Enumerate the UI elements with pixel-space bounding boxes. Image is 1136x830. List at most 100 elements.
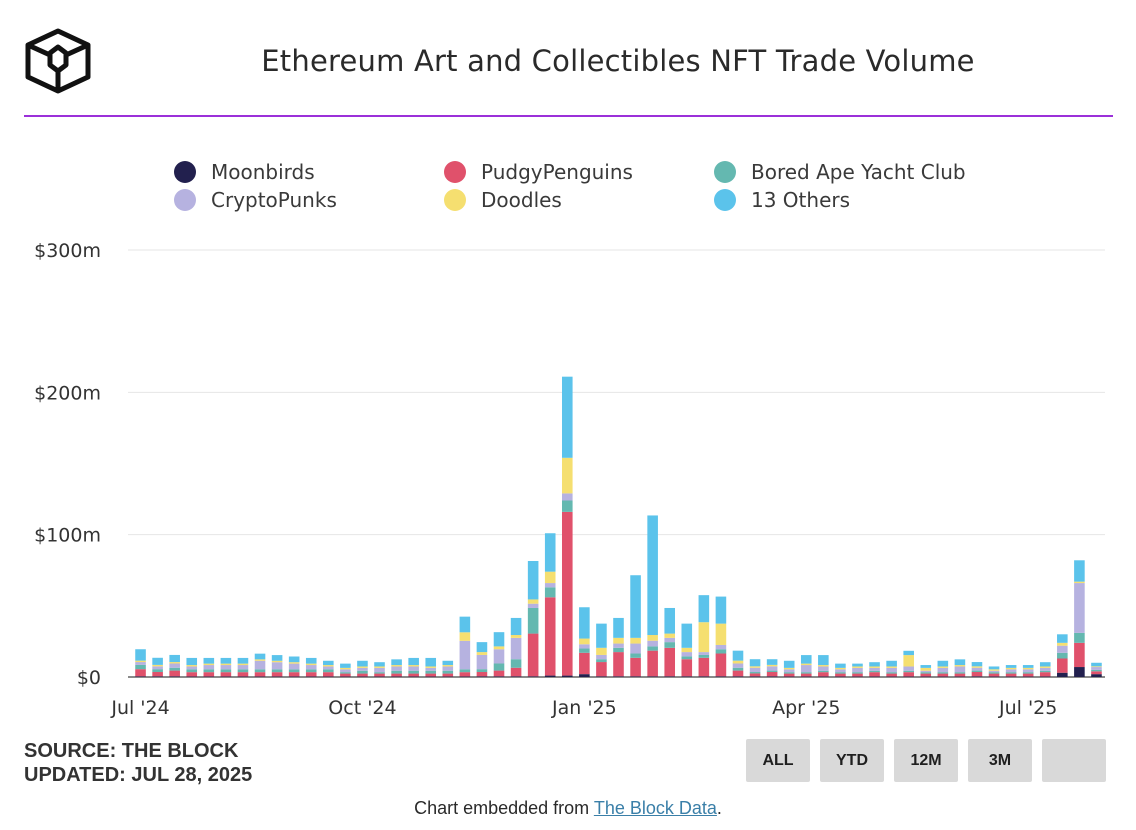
range-blank-button[interactable] xyxy=(1042,739,1106,782)
range-12m-button[interactable]: 12M xyxy=(894,739,958,782)
bar-segment xyxy=(442,666,454,671)
bar-segment xyxy=(1005,667,1017,670)
bar-segment xyxy=(391,673,402,677)
bar-segment xyxy=(459,640,471,670)
bar-segment xyxy=(544,583,556,588)
bar-segment xyxy=(391,666,402,671)
bar-segment xyxy=(766,676,778,677)
bar-segment xyxy=(510,635,522,638)
bar-segment xyxy=(1022,673,1034,677)
bar-segment xyxy=(510,617,522,636)
bar-segment xyxy=(408,666,419,671)
bar-segment xyxy=(715,596,727,624)
bar-segment xyxy=(596,654,607,660)
bar-segment xyxy=(903,655,914,667)
bar-segment xyxy=(818,655,829,666)
bar-segment xyxy=(715,676,727,677)
bar-segment xyxy=(852,663,863,667)
bar-segment xyxy=(681,676,693,677)
bar-segment xyxy=(254,660,266,670)
bar-segment xyxy=(271,660,283,663)
the-block-data-link[interactable]: The Block Data xyxy=(593,798,717,818)
bar-segment xyxy=(152,672,163,677)
bar-segment xyxy=(305,676,317,677)
bar-segment xyxy=(203,672,215,677)
bar-segment xyxy=(835,663,846,668)
range-3m-button[interactable]: 3M xyxy=(968,739,1032,782)
bar-segment xyxy=(800,672,812,674)
bar-segment xyxy=(920,667,932,671)
bar-segment xyxy=(220,657,232,664)
range-all-button[interactable]: ALL xyxy=(746,739,810,782)
bar-segment xyxy=(220,663,232,666)
bar-segment xyxy=(152,676,163,677)
bar-segment xyxy=(220,669,232,673)
bar-segment xyxy=(1057,634,1068,643)
bar-segment xyxy=(340,676,351,677)
bar-segment xyxy=(323,676,334,677)
bar-segment xyxy=(459,669,471,673)
bar-segment xyxy=(630,657,641,677)
bar-segment xyxy=(459,632,471,641)
bar-segment xyxy=(510,637,522,660)
bar-segment xyxy=(613,652,624,677)
bar-segment xyxy=(596,623,607,648)
chart-title: Ethereum Art and Collectibles NFT Trade … xyxy=(261,44,975,78)
bar-segment xyxy=(732,663,744,668)
embed-footer: Chart embedded from The Block Data. xyxy=(0,798,1136,819)
y-tick-label: $200m xyxy=(34,382,101,404)
bar-segment xyxy=(579,652,590,675)
bar-segment xyxy=(203,657,215,664)
range-ytd-button[interactable]: YTD xyxy=(820,739,884,782)
bar-segment xyxy=(1022,676,1034,677)
bar-segment xyxy=(783,676,795,677)
bar-segment xyxy=(715,653,727,677)
bar-segment xyxy=(169,676,180,677)
bar-segment xyxy=(237,672,249,677)
bar-segment xyxy=(1091,674,1102,677)
bar-segment xyxy=(988,676,1000,677)
bar-segment xyxy=(493,663,505,671)
bar-segment xyxy=(800,663,812,666)
bar-segment xyxy=(135,664,146,670)
bar-segment xyxy=(937,673,949,677)
bar-segment xyxy=(971,672,983,677)
bar-segment xyxy=(732,660,744,664)
bar-segment xyxy=(323,672,334,677)
bar-segment xyxy=(732,650,744,661)
bar-segment xyxy=(630,643,641,654)
bar-segment xyxy=(203,676,215,677)
bar-segment xyxy=(698,657,710,677)
bar-segment xyxy=(527,560,539,600)
bar-segment xyxy=(920,673,932,677)
bar-segment xyxy=(971,670,983,673)
bar-segment xyxy=(374,672,385,674)
bar-segment xyxy=(613,643,624,648)
bar-segment xyxy=(186,669,198,673)
bar-segment xyxy=(527,676,539,677)
bar-segment xyxy=(988,673,1000,677)
bar-segment xyxy=(561,500,573,512)
bar-segment xyxy=(442,673,454,677)
bar-segment xyxy=(169,654,180,663)
bar-segment xyxy=(903,672,914,677)
bar-segment xyxy=(152,657,163,665)
bar-segment xyxy=(391,659,402,666)
bar-segment xyxy=(800,665,812,673)
bar-segment xyxy=(664,647,676,677)
bar-segment xyxy=(374,676,385,677)
bar-segment xyxy=(493,632,505,647)
bar-segment xyxy=(561,376,573,458)
bar-segment xyxy=(1022,665,1034,668)
bar-segment xyxy=(596,659,607,663)
bar-segment xyxy=(647,515,658,636)
bar-segment xyxy=(681,623,693,648)
bar-segment xyxy=(561,675,573,677)
bar-segment xyxy=(527,599,539,604)
bar-segment xyxy=(647,650,658,677)
bar-segment xyxy=(493,676,505,677)
bar-segment xyxy=(186,657,198,666)
bar-segment xyxy=(340,663,351,668)
bar-segment xyxy=(988,672,1000,674)
bar-segment xyxy=(613,647,624,653)
